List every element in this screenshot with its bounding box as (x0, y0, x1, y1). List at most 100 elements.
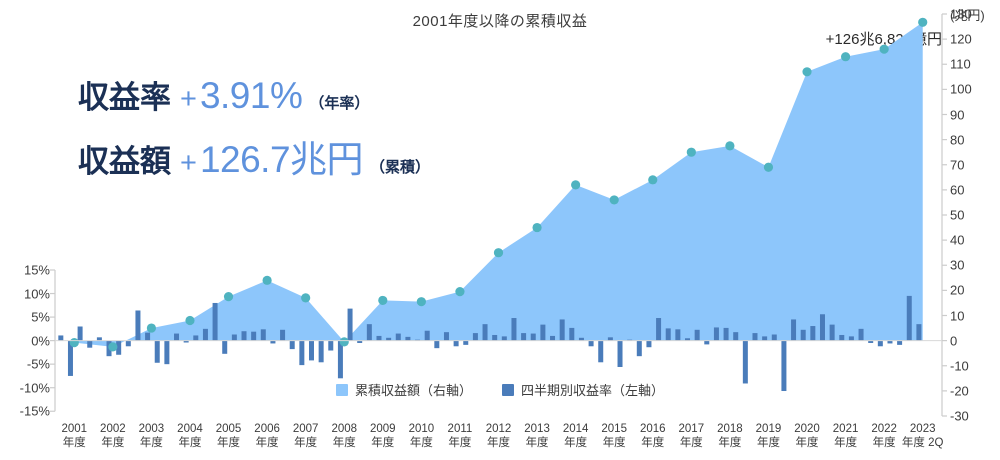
x-axis-tick-label: 2021 年度 (817, 422, 875, 450)
quarterly-bar (588, 340, 594, 347)
x-axis-tick-label: 2002 年度 (84, 422, 142, 450)
x-axis-year: 2008 (331, 423, 358, 435)
x-axis-period: 年度 (834, 437, 858, 449)
x-axis-year: 2002 (100, 423, 126, 435)
x-axis-tick-label: 2007 年度 (277, 422, 335, 450)
x-axis-tick-label: 2018 年度 (701, 422, 759, 450)
quarterly-bar (87, 340, 93, 348)
quarterly-bar (656, 318, 662, 341)
quarterly-bar (511, 318, 517, 341)
quarterly-bar (96, 337, 102, 341)
quarterly-bar (472, 333, 478, 341)
year-end-marker (416, 297, 426, 307)
left-axis-tick-label: -10% (19, 380, 50, 396)
x-axis-tick-label: 2006 年度 (238, 422, 296, 450)
quarterly-bar (646, 340, 652, 348)
x-axis-tick-label: 2012 年度 (470, 422, 528, 450)
kpi-return-rate-label: 収益率 (78, 80, 171, 115)
right-axis-tick-label: 100 (950, 81, 972, 97)
x-axis-period: 年度 (217, 437, 241, 449)
quarterly-bar (318, 340, 324, 363)
x-axis-period: 年度 (371, 437, 395, 449)
quarterly-bar (540, 324, 546, 341)
quarterly-bar (289, 340, 295, 350)
x-axis-tick-label: 2001 年度 (45, 422, 103, 450)
x-axis-period: 年度 (679, 437, 703, 449)
x-axis-period: 年度 (525, 437, 549, 449)
x-axis-year: 2009 (370, 423, 396, 435)
quarterly-bar (550, 335, 556, 341)
right-axis-tick-label: 80 (950, 132, 965, 148)
quarterly-bar (212, 302, 218, 341)
right-axis-tick-label: -30 (950, 408, 969, 424)
quarterly-bar (704, 340, 710, 345)
quarterly-bar (376, 335, 382, 341)
quarterly-bar (733, 332, 739, 341)
x-axis-tick-label: 2013 年度 (508, 422, 566, 450)
x-axis-period: 年度 (448, 437, 472, 449)
x-axis-tick-label: 2020 年度 (778, 422, 836, 450)
x-axis-year: 2022 (871, 423, 897, 435)
quarterly-bar (145, 332, 151, 341)
x-axis-year: 2007 (292, 423, 319, 435)
year-end-marker (802, 67, 812, 77)
quarterly-bar (501, 336, 507, 341)
x-axis-year: 2019 (755, 423, 782, 435)
quarterly-bar (617, 340, 623, 367)
kpi-return-amount-label: 収益額 (78, 144, 171, 179)
quarterly-bar (116, 340, 122, 355)
x-axis-year: 2001 (61, 423, 88, 435)
quarterly-bar (752, 333, 758, 341)
x-axis-tick-label: 2014 年度 (547, 422, 605, 450)
quarterly-bar (877, 340, 883, 347)
quarterly-bar (723, 327, 729, 341)
x-axis-tick-label: 2015 年度 (585, 422, 643, 450)
x-axis-year: 2014 (562, 423, 589, 435)
x-axis-year: 2003 (138, 423, 165, 435)
quarterly-bar (193, 335, 199, 341)
quarterly-bar (434, 340, 440, 349)
right-axis-tick-label: 130 (950, 6, 972, 22)
quarterly-bar (607, 337, 613, 341)
quarterly-bar (202, 328, 208, 341)
year-end-marker (686, 147, 696, 157)
quarterly-bar (578, 337, 584, 341)
right-axis-tick-label: 40 (950, 232, 965, 248)
quarterly-return-bars (58, 295, 922, 392)
quarterly-bar (848, 336, 854, 341)
x-axis-year: 2012 (485, 423, 512, 435)
quarterly-bar (839, 334, 845, 341)
quarterly-bar (521, 333, 527, 341)
x-axis-tick-label: 2009 年度 (354, 422, 412, 450)
right-axis-tick-label: 20 (950, 282, 965, 298)
year-end-marker (223, 292, 234, 302)
x-axis-period: 年度 (139, 437, 163, 449)
quarterly-bar (463, 340, 469, 345)
right-axis-tick-label: 60 (950, 182, 965, 198)
quarterly-bar (569, 327, 575, 341)
x-axis-period: 年度 (332, 437, 356, 449)
quarterly-bar (742, 340, 748, 384)
quarterly-bar (337, 340, 343, 379)
quarterly-bar (154, 340, 160, 363)
right-axis-tick-label: -20 (950, 383, 969, 399)
x-axis-year: 2004 (177, 423, 203, 435)
quarterly-bar (713, 327, 719, 341)
quarterly-bar (67, 340, 73, 376)
quarterly-bar (280, 329, 286, 341)
year-end-marker (918, 17, 928, 27)
quarterly-bar (270, 340, 276, 344)
chart-svg (50, 13, 947, 417)
year-end-marker (108, 342, 118, 352)
x-axis-year: 2023 (909, 423, 936, 435)
x-axis-year: 2018 (717, 423, 743, 435)
x-axis-period: 年度 (795, 437, 819, 449)
left-axis-tick-label: -15% (19, 403, 50, 419)
x-axis-year: 2021 (832, 423, 859, 435)
kpi-return-rate-note: （年率） (309, 95, 370, 112)
quarterly-bar (443, 332, 449, 341)
x-axis-period: 年度 (872, 437, 896, 449)
quarterly-bar (260, 329, 266, 341)
cumulative-return-area (74, 22, 923, 347)
